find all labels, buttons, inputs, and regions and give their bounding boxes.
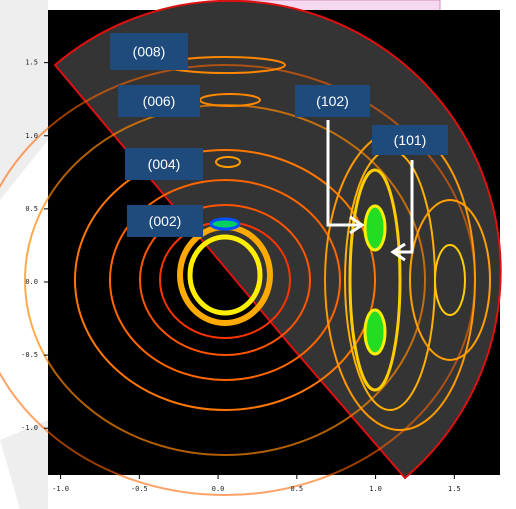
x-tick-label: 0.5 — [291, 485, 304, 493]
peak-label: (002) — [149, 213, 182, 229]
y-tick-label: -0.5 — [21, 351, 38, 359]
peak-label: (006) — [143, 93, 176, 109]
peak — [365, 206, 385, 250]
figure: (008) (006) (004) (002) (102) (101) -1.0 -0.5 0… — [0, 0, 516, 509]
peak-label: (102) — [316, 93, 349, 109]
y-tick-label: 1.0 — [25, 132, 38, 140]
y-tick-label: 0.5 — [25, 205, 38, 213]
y-tick-label: 1.5 — [25, 59, 38, 67]
x-tick-label: -1.0 — [52, 485, 69, 493]
peak-label: (004) — [148, 156, 181, 172]
background-shape — [0, 420, 48, 509]
y-tick-label: 0.0 — [25, 278, 38, 286]
x-tick-label: 1.0 — [369, 485, 382, 493]
peak-label: (008) — [133, 44, 166, 60]
y-tick-label: -1.0 — [21, 424, 38, 432]
peak — [365, 310, 385, 354]
x-tick-label: 0.0 — [212, 485, 225, 493]
x-tick-label: 1.5 — [448, 485, 461, 493]
peak-label: (101) — [394, 132, 427, 148]
x-tick-label: -0.5 — [131, 485, 148, 493]
background-shape — [0, 0, 48, 200]
